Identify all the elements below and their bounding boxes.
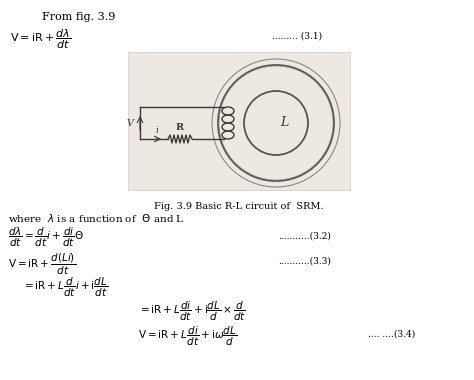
Text: $\mathrm{V=iR+}\dfrac{d\lambda}{dt}$: $\mathrm{V=iR+}\dfrac{d\lambda}{dt}$: [10, 28, 72, 51]
Text: From fig. 3.9: From fig. 3.9: [42, 12, 115, 22]
Text: L: L: [280, 117, 288, 130]
Text: where  $\lambda$ is a function of  $\Theta$ and L: where $\lambda$ is a function of $\Theta…: [8, 212, 184, 224]
Text: R: R: [176, 123, 184, 132]
Text: $\dfrac{d\lambda}{dt} = \dfrac{d}{dt}i + \dfrac{di}{dt}\Theta$: $\dfrac{d\lambda}{dt} = \dfrac{d}{dt}i +…: [8, 226, 84, 249]
Text: $\mathrm{V=iR+}\dfrac{d(Li)}{dt}$: $\mathrm{V=iR+}\dfrac{d(Li)}{dt}$: [8, 252, 76, 277]
Bar: [128, 52, 350, 190]
Text: i: i: [155, 126, 158, 135]
Text: $=\mathrm{iR+}L\dfrac{d}{dt}i + \mathrm{i}\dfrac{dL}{dt}$: $=\mathrm{iR+}L\dfrac{d}{dt}i + \mathrm{…: [22, 276, 108, 299]
Text: $\mathrm{V=iR+}L\dfrac{di}{dt} + \mathrm{i}\omega\dfrac{dL}{d}$: $\mathrm{V=iR+}L\dfrac{di}{dt} + \mathrm…: [138, 325, 237, 348]
Text: .... ....(3.4): .... ....(3.4): [368, 330, 415, 339]
Text: V: V: [127, 119, 134, 128]
Text: ...........(3.3): ...........(3.3): [278, 257, 331, 266]
Text: ...........(3.2): ...........(3.2): [278, 232, 331, 241]
Text: ......... (3.1): ......... (3.1): [272, 32, 322, 41]
Text: Fig. 3.9 Basic R-L circuit of  SRM.: Fig. 3.9 Basic R-L circuit of SRM.: [154, 202, 324, 211]
Text: $=\mathrm{iR+}L\dfrac{di}{dt} + \mathrm{i}\dfrac{dL}{d}\times\dfrac{d}{dt}$: $=\mathrm{iR+}L\dfrac{di}{dt} + \mathrm{…: [138, 300, 246, 323]
